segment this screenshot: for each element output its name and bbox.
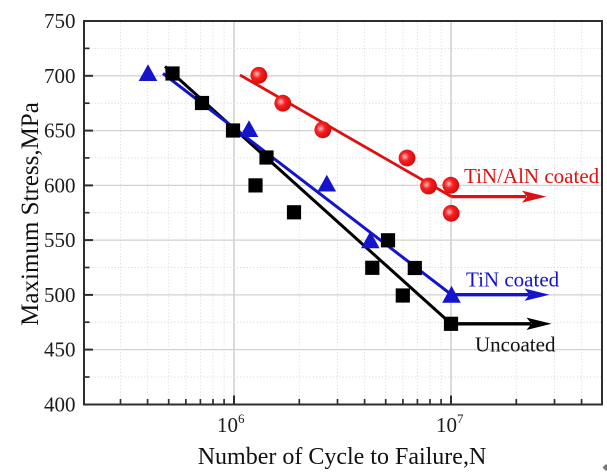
svg-text:TiN coated: TiN coated: [466, 268, 560, 292]
svg-text:Maximum Stress,MPa: Maximum Stress,MPa: [17, 102, 44, 326]
svg-text:600: 600: [44, 173, 76, 197]
svg-text:500: 500: [44, 283, 76, 307]
svg-text:Uncoated: Uncoated: [475, 333, 556, 357]
svg-text:400: 400: [44, 393, 76, 417]
svg-text:Number of Cycle to Failure,N: Number of Cycle to Failure,N: [198, 444, 487, 470]
svg-text:106: 106: [217, 411, 245, 437]
svg-text:107: 107: [436, 411, 464, 437]
svg-text:650: 650: [44, 119, 76, 143]
svg-text:700: 700: [44, 64, 76, 88]
svg-text:550: 550: [44, 228, 76, 252]
svg-text:750: 750: [44, 9, 76, 33]
svg-text:450: 450: [44, 338, 76, 362]
svg-text:TiN/AlN coated: TiN/AlN coated: [464, 164, 600, 188]
